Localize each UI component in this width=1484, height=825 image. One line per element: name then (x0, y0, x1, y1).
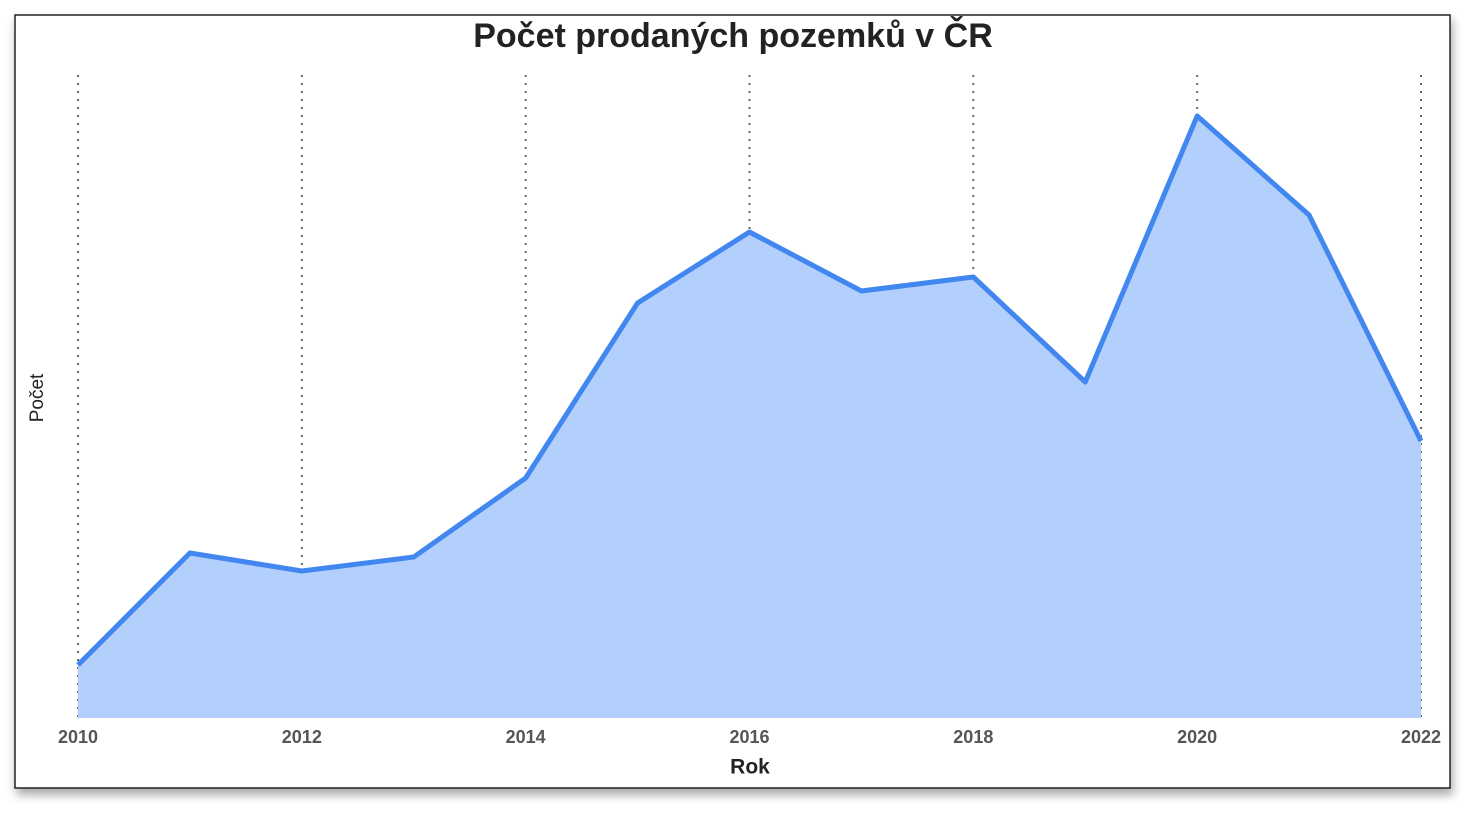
x-tick-label: 2014 (506, 727, 546, 747)
chart-title: Počet prodaných pozemků v ČR (473, 16, 993, 55)
x-axis-label: Rok (730, 756, 770, 779)
y-axis-label: Počet (27, 373, 48, 422)
area (78, 116, 1421, 718)
x-tick-label: 2020 (1177, 727, 1217, 747)
x-tick-label: 2022 (1401, 727, 1441, 747)
x-tick-label: 2010 (58, 727, 98, 747)
x-tick-label: 2016 (729, 727, 769, 747)
x-tick-label: 2018 (953, 727, 993, 747)
line (76, 113, 1424, 667)
x-tick-label: 2012 (282, 727, 322, 747)
